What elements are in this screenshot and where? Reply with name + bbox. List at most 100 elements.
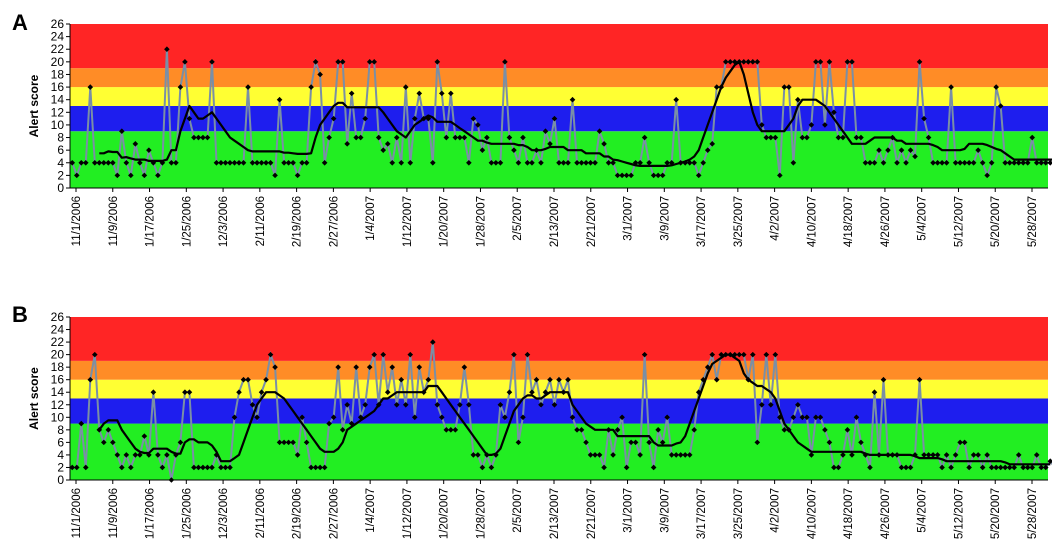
x-tick-label: 5/4/2007 [917,196,929,241]
daily-score-point [1002,159,1008,166]
daily-score-point [218,159,224,166]
x-tick-label: 1/20/2007 [439,196,451,247]
daily-score-point [650,464,657,471]
x-tick-label: 2/27/2006 [328,488,340,539]
daily-score-point [862,159,869,166]
daily-score-point [601,464,607,471]
daily-score-point [619,414,625,421]
daily-score-point [330,115,337,122]
x-tick-label: 1/28/2007 [475,488,487,539]
daily-score-point [795,96,801,103]
daily-score-point [375,134,382,141]
daily-score-point [1029,134,1036,141]
daily-score-point [82,464,89,471]
daily-score-point [1011,159,1017,166]
daily-score-point [601,141,607,147]
y-tick-label: 24 [51,30,65,44]
daily-score-point [984,452,990,458]
daily-score-point [335,364,341,370]
daily-score-point [808,452,815,458]
daily-score-point [1047,159,1052,166]
daily-score-point [416,90,423,97]
daily-score-point [637,452,643,458]
daily-score-point [285,439,292,446]
y-tick-label: 2 [57,168,64,182]
daily-score-point [132,452,139,458]
alert-band-2 [70,379,1048,399]
daily-score-point [614,427,621,433]
daily-score-point [777,172,783,179]
daily-score-point [880,159,887,166]
daily-score-point [786,84,792,90]
daily-score-point [740,351,747,358]
y-tick-label: 22 [51,335,65,349]
daily-score-point [722,59,729,65]
daily-score-point [840,134,846,141]
daily-score-point [294,452,301,458]
daily-score-point [682,452,688,458]
daily-score-point [515,439,522,446]
x-tick-label: 2/27/2006 [328,196,340,247]
daily-score-point [285,159,292,166]
x-tick-label: 1/25/2006 [181,488,193,539]
daily-score-point [939,464,945,471]
daily-score-point [353,364,359,370]
daily-score-point [380,351,387,358]
daily-score-point [520,134,526,141]
daily-score-point [961,439,968,446]
daily-score-point [970,452,977,458]
daily-score-point [137,159,143,166]
daily-score-point [493,159,499,166]
daily-score-point [587,159,594,166]
daily-score-point [853,134,860,141]
daily-score-point [402,401,409,408]
x-tick-label: 5/28/2007 [1027,196,1039,247]
daily-score-point [943,452,950,458]
x-tick-label: 3/9/2007 [659,488,671,533]
x-tick-label: 5/12/2007 [953,196,965,247]
daily-score-point [835,464,842,471]
daily-score-point [389,364,396,370]
daily-score-point [673,452,679,458]
daily-score-point [91,159,98,166]
daily-score-point [547,141,553,147]
daily-score-point [646,159,652,166]
y-tick-label: 18 [51,67,65,81]
daily-score-point [110,439,116,446]
daily-score-point [502,414,508,421]
daily-score-point [141,172,148,179]
daily-score-point [876,147,882,153]
y-tick-label: 8 [57,423,64,437]
daily-score-point [506,389,513,396]
daily-score-point [141,433,148,439]
daily-score-point [321,464,328,471]
daily-score-point [249,159,256,166]
daily-score-point [209,59,215,65]
alert-band-1 [70,106,1048,132]
daily-score-point [592,159,598,166]
daily-score-point [740,59,747,65]
daily-score-point [939,159,945,166]
daily-score-point [1020,159,1027,166]
daily-score-point [357,134,364,141]
daily-score-point [96,159,103,166]
daily-score-point [668,452,675,458]
x-tick-label: 3/17/2007 [696,488,708,539]
daily-score-point [272,364,278,370]
daily-score-point [646,439,652,446]
daily-score-point [114,172,121,179]
daily-score-point [119,128,125,135]
daily-score-point [772,351,779,358]
daily-score-point [73,172,80,179]
daily-score-point [637,159,643,166]
daily-score-point [186,389,193,396]
x-tick-label: 2/5/2007 [512,488,524,533]
daily-score-point [763,134,770,141]
daily-score-point [808,122,815,128]
daily-score-point [312,59,319,65]
daily-score-point [542,389,549,396]
daily-score-point [768,134,774,141]
y-tick-label: 12 [51,105,65,119]
daily-score-point [529,159,535,166]
x-tick-label: 4/2/2007 [770,488,782,533]
